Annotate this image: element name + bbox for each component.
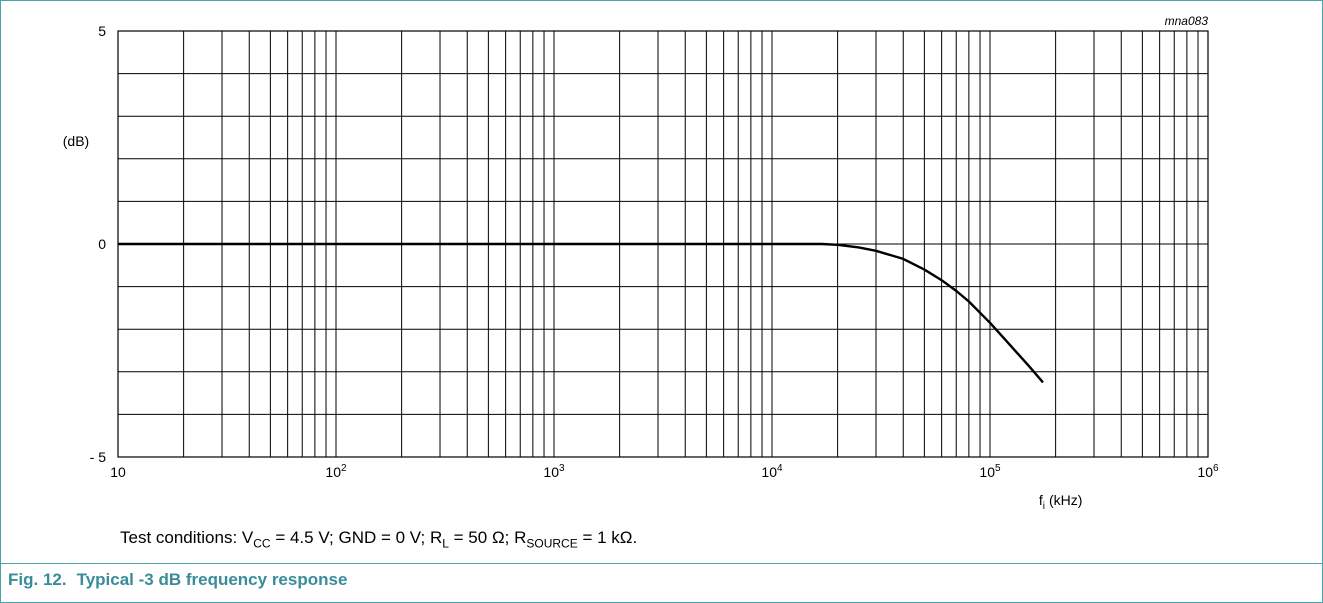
x-axis-ticks: 10 102 103 104 105 106 xyxy=(110,463,1219,480)
caption-divider xyxy=(1,563,1322,564)
figure-number: Fig. 12. xyxy=(8,570,67,589)
y-tick-label: 0 xyxy=(98,236,106,252)
x-tick-exponent: 4 xyxy=(777,463,783,474)
conditions-prefix: Test conditions: V xyxy=(120,528,254,547)
x-tick-label: 104 xyxy=(761,463,783,480)
x-tick-exponent: 5 xyxy=(995,463,1001,474)
x-axis-label-unit: (kHz) xyxy=(1049,492,1082,508)
x-tick-label: 103 xyxy=(543,463,565,480)
y-axis-label: (dB) xyxy=(63,133,89,149)
x-tick-base: 10 xyxy=(979,464,995,480)
test-conditions: Test conditions: VCC = 4.5 V; GND = 0 V;… xyxy=(120,528,637,550)
rl-subscript: L xyxy=(442,536,449,551)
rl-value: = 50 Ω; R xyxy=(448,528,527,547)
figure-code: mna083 xyxy=(1165,14,1209,28)
x-axis-label: fi (kHz) xyxy=(1039,492,1083,512)
y-tick-label: - 5 xyxy=(90,449,107,465)
vcc-value: = 4.5 V; GND = 0 V; R xyxy=(270,528,443,547)
x-tick-base: 10 xyxy=(543,464,559,480)
x-axis-label-base: f xyxy=(1039,492,1043,508)
y-axis-ticks: 5 0 - 5 xyxy=(90,23,107,465)
x-tick-exponent: 3 xyxy=(559,463,565,474)
x-axis-label-sub: i xyxy=(1043,501,1045,512)
x-tick-base: 10 xyxy=(1197,464,1213,480)
x-tick-label: 106 xyxy=(1197,463,1219,480)
rsource-subscript: SOURCE xyxy=(526,536,578,551)
series-group xyxy=(118,242,1044,384)
x-tick-base: 10 xyxy=(761,464,777,480)
x-tick-base: 10 xyxy=(110,464,126,480)
vcc-subscript: CC xyxy=(253,536,271,551)
figure-caption: Fig. 12. Typical -3 dB frequency response xyxy=(8,570,347,590)
x-tick-label: 102 xyxy=(325,463,347,480)
figure-title: Typical -3 dB frequency response xyxy=(76,570,348,589)
response-curve xyxy=(118,242,1044,384)
x-tick-base: 10 xyxy=(325,464,341,480)
frequency-response-chart: 50- 5 10 102 103 104 105 106 mna083 (dB) fi (k… xyxy=(63,14,1219,512)
y-tick-label: 5 xyxy=(98,23,106,39)
x-tick-label: 10 xyxy=(110,464,126,480)
rsource-value: = 1 kΩ. xyxy=(577,528,638,547)
x-tick-exponent: 2 xyxy=(341,463,347,474)
x-tick-exponent: 6 xyxy=(1213,463,1219,474)
x-tick-label: 105 xyxy=(979,463,1001,480)
